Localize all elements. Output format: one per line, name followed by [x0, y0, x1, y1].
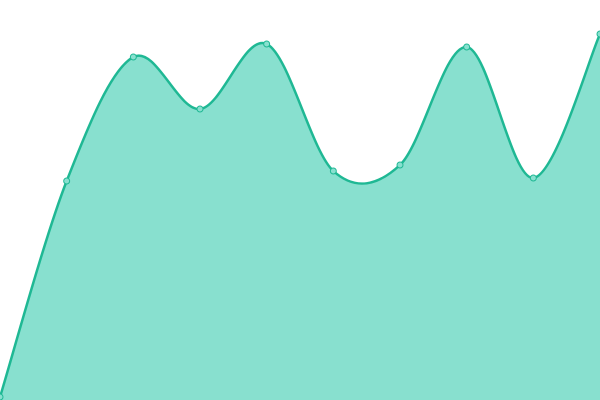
- point: [596, 30, 600, 38]
- line: [0, 33, 600, 398]
- point: [396, 161, 404, 169]
- point: [529, 174, 537, 182]
- point: [263, 40, 271, 48]
- point: [463, 43, 471, 51]
- point: [63, 177, 71, 185]
- area: [0, 34, 600, 400]
- point: [129, 53, 137, 61]
- point: [329, 167, 337, 175]
- point: [0, 393, 4, 400]
- point: [196, 105, 204, 113]
